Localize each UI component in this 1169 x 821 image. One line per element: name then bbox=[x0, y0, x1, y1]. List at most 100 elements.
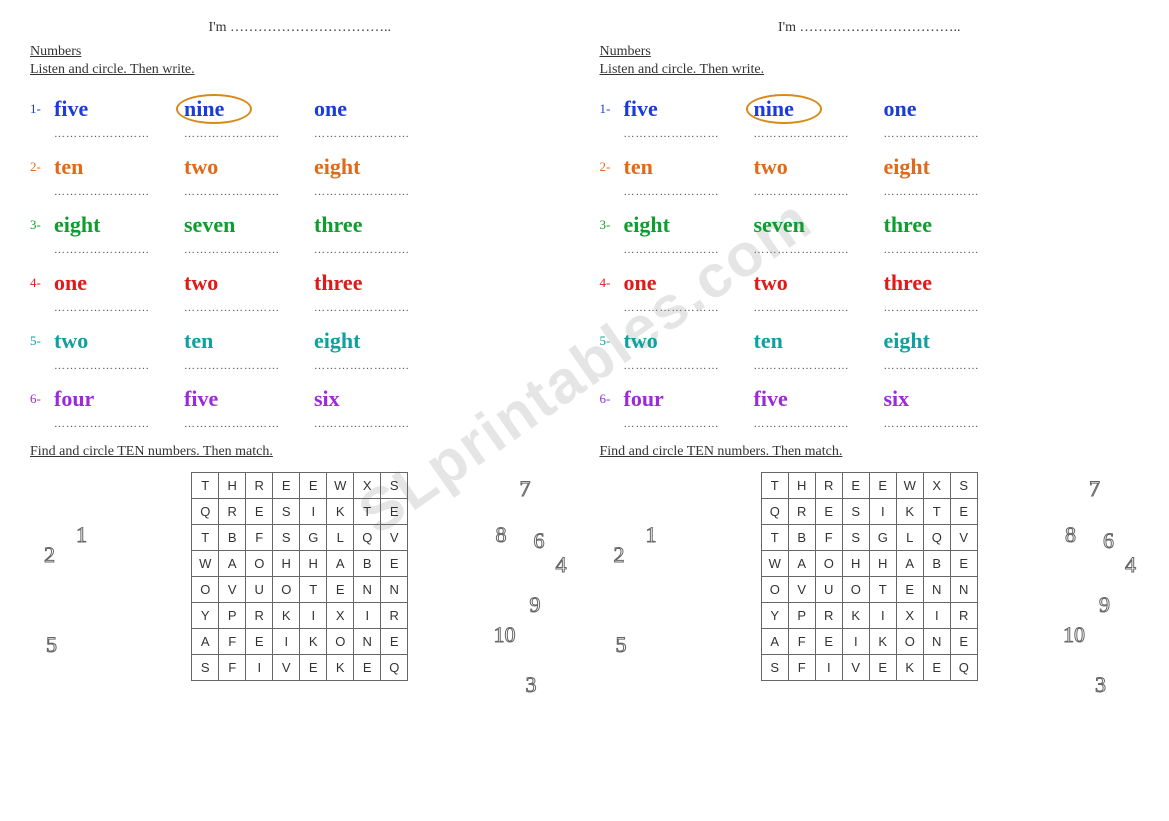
grid-cell: T bbox=[761, 525, 788, 551]
decorative-number-icon: 1 bbox=[76, 522, 87, 548]
write-line: …………………… bbox=[314, 128, 444, 140]
number-word: ten bbox=[54, 154, 184, 180]
grid-cell: A bbox=[192, 629, 219, 655]
grid-cell: E bbox=[950, 629, 977, 655]
decorative-number-icon: 5 bbox=[46, 632, 57, 658]
number-word: five bbox=[54, 96, 184, 122]
option-row: 6-fourfivesix bbox=[30, 386, 570, 412]
grid-cell: B bbox=[923, 551, 950, 577]
grid-cell: N bbox=[381, 577, 408, 603]
number-word: four bbox=[624, 386, 754, 412]
number-word: seven bbox=[184, 212, 314, 238]
write-line: …………………… bbox=[184, 418, 314, 430]
grid-cell: N bbox=[354, 629, 381, 655]
grid-cell: W bbox=[192, 551, 219, 577]
grid-cell: V bbox=[273, 655, 300, 681]
grid-cell: T bbox=[192, 473, 219, 499]
number-word: three bbox=[314, 270, 444, 296]
grid-cell: G bbox=[300, 525, 327, 551]
option-row: 3-eightseventhree bbox=[600, 212, 1140, 238]
grid-cell: E bbox=[273, 473, 300, 499]
write-line: …………………… bbox=[184, 360, 314, 372]
name-line: I'm …………………………….. bbox=[600, 20, 1140, 36]
number-word: nine bbox=[184, 96, 314, 122]
option-row: 4-onetwothree bbox=[600, 270, 1140, 296]
grid-cell: W bbox=[327, 473, 354, 499]
grid-cell: Q bbox=[354, 525, 381, 551]
grid-cell: T bbox=[869, 577, 896, 603]
grid-cell: E bbox=[300, 473, 327, 499]
grid-cell: T bbox=[354, 499, 381, 525]
write-line: …………………… bbox=[54, 302, 184, 314]
grid-cell: O bbox=[842, 577, 869, 603]
instruction-2: Find and circle TEN numbers. Then match. bbox=[30, 444, 570, 460]
option-row: 3-eightseventhree bbox=[30, 212, 570, 238]
number-word: four bbox=[54, 386, 184, 412]
grid-cell: O bbox=[192, 577, 219, 603]
grid-cell: B bbox=[788, 525, 815, 551]
write-line: …………………… bbox=[754, 244, 884, 256]
write-line: …………………… bbox=[54, 244, 184, 256]
grid-cell: A bbox=[788, 551, 815, 577]
grid-cell: H bbox=[869, 551, 896, 577]
row-number: 3- bbox=[30, 217, 54, 233]
grid-cell: K bbox=[896, 499, 923, 525]
grid-cell: I bbox=[300, 499, 327, 525]
grid-cell: O bbox=[327, 629, 354, 655]
grid-cell: R bbox=[815, 473, 842, 499]
grid-cell: H bbox=[219, 473, 246, 499]
write-line: …………………… bbox=[184, 128, 314, 140]
title: Numbers bbox=[30, 44, 570, 60]
grid-cell: O bbox=[761, 577, 788, 603]
write-line: …………………… bbox=[54, 128, 184, 140]
grid-cell: Q bbox=[950, 655, 977, 681]
grid-cell: R bbox=[950, 603, 977, 629]
write-line: …………………… bbox=[314, 244, 444, 256]
grid-cell: U bbox=[815, 577, 842, 603]
grid-cell: E bbox=[869, 655, 896, 681]
grid-cell: T bbox=[761, 473, 788, 499]
row-number: 6- bbox=[600, 391, 624, 407]
grid-cell: Q bbox=[923, 525, 950, 551]
row-number: 4- bbox=[30, 275, 54, 291]
decorative-number-icon: 6 bbox=[1103, 528, 1114, 554]
grid-cell: X bbox=[923, 473, 950, 499]
circle-icon bbox=[746, 94, 822, 124]
write-line: …………………… bbox=[754, 128, 884, 140]
circle-icon bbox=[176, 94, 252, 124]
number-word: two bbox=[754, 154, 884, 180]
number-word: eight bbox=[314, 328, 444, 354]
left-number-decorations: 125 bbox=[600, 472, 680, 712]
write-line: …………………… bbox=[884, 186, 1014, 198]
grid-cell: E bbox=[381, 499, 408, 525]
number-word: eight bbox=[624, 212, 754, 238]
row-number: 4- bbox=[600, 275, 624, 291]
grid-cell: Q bbox=[381, 655, 408, 681]
write-line: …………………… bbox=[884, 418, 1014, 430]
option-row: 5-twoteneight bbox=[30, 328, 570, 354]
grid-cell: B bbox=[354, 551, 381, 577]
grid-cell: X bbox=[896, 603, 923, 629]
decorative-number-icon: 3 bbox=[526, 672, 537, 698]
wordsearch-grid: THREEWXSQRESIKTETBFSGLQVWAOHHABEOVUOTENN… bbox=[761, 472, 978, 681]
worksheet: I'm ……………………………..NumbersListen and circl… bbox=[30, 20, 570, 712]
grid-cell: V bbox=[950, 525, 977, 551]
number-word: ten bbox=[184, 328, 314, 354]
grid-cell: R bbox=[219, 499, 246, 525]
grid-cell: E bbox=[815, 499, 842, 525]
grid-cell: V bbox=[381, 525, 408, 551]
row-number: 5- bbox=[600, 333, 624, 349]
option-row: 4-onetwothree bbox=[30, 270, 570, 296]
number-word: one bbox=[314, 96, 444, 122]
write-line-row: ……………………………………………………………… bbox=[624, 128, 1140, 140]
grid-cell: W bbox=[761, 551, 788, 577]
grid-cell: P bbox=[219, 603, 246, 629]
wordsearch-area: 125THREEWXSQRESIKTETBFSGLQVWAOHHABEOVUOT… bbox=[30, 472, 570, 712]
decorative-number-icon: 4 bbox=[1125, 552, 1136, 578]
grid-cell: O bbox=[896, 629, 923, 655]
decorative-number-icon: 7 bbox=[1089, 476, 1100, 502]
number-word: two bbox=[624, 328, 754, 354]
number-word: two bbox=[184, 154, 314, 180]
write-line-row: ……………………………………………………………… bbox=[624, 418, 1140, 430]
write-line: …………………… bbox=[184, 186, 314, 198]
